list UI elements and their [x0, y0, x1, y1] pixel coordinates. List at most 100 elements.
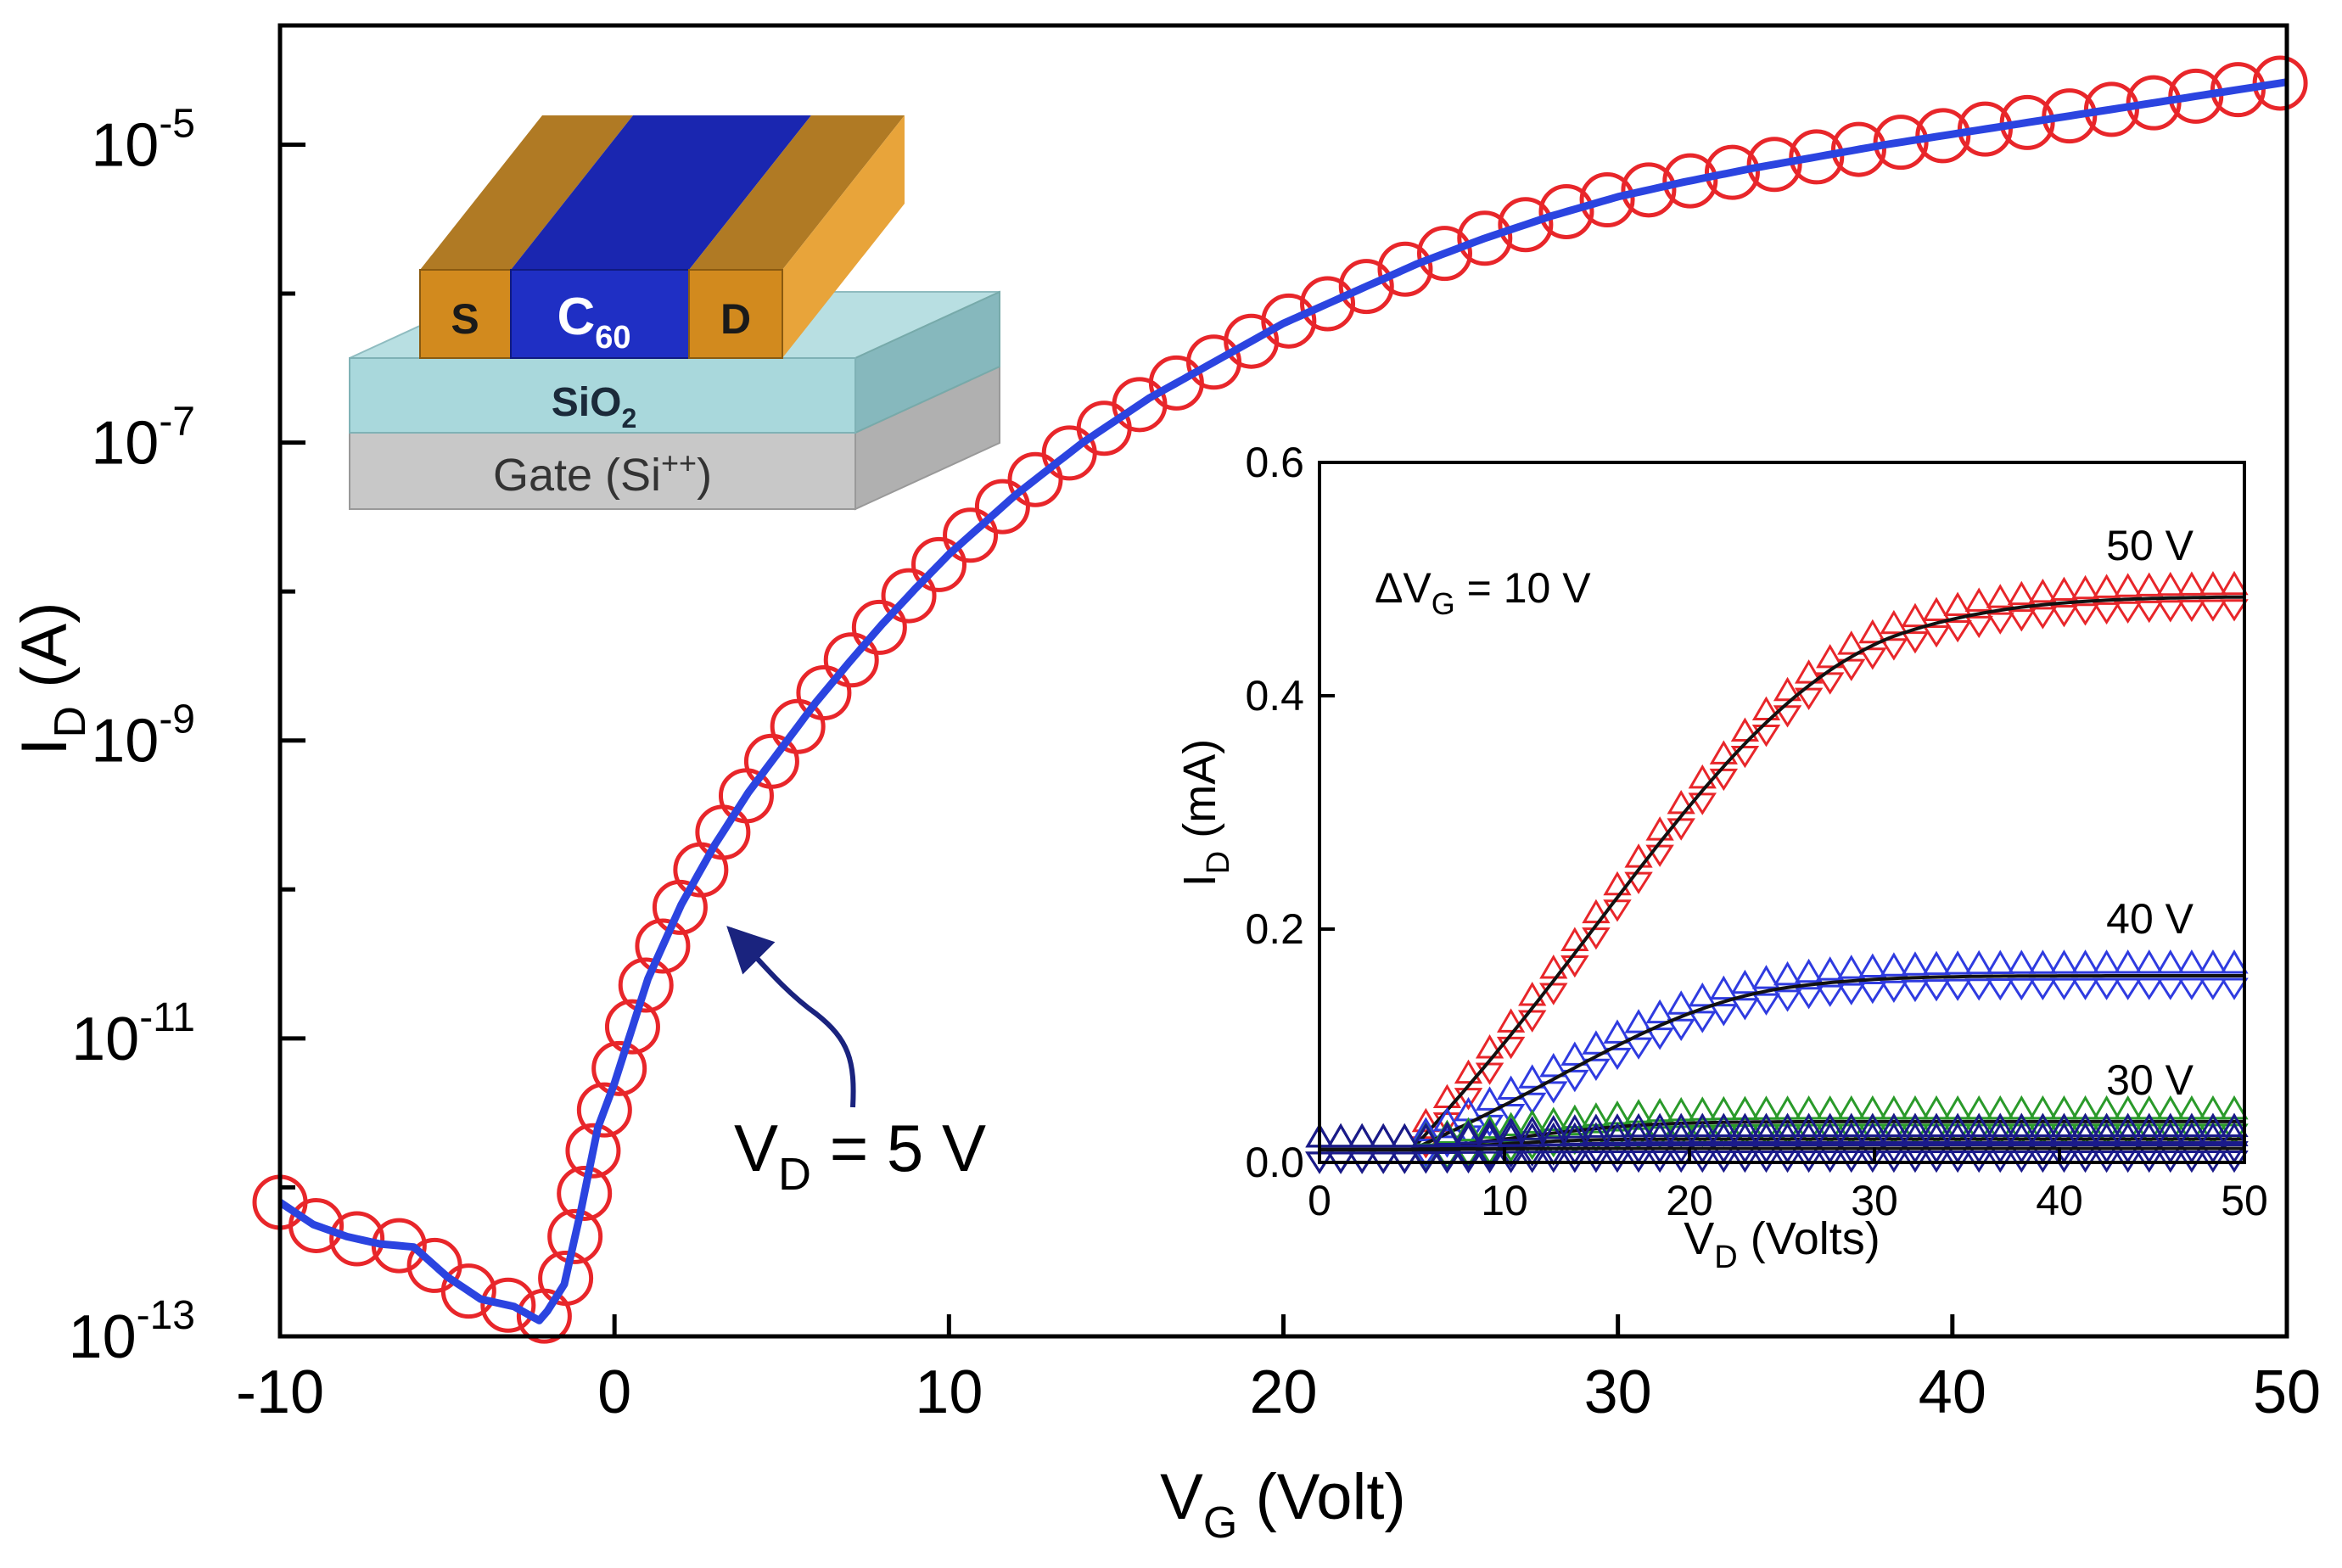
inset-y-tick-label: 0.0 [1245, 1139, 1304, 1186]
main-y-tick-label: 10-13 [69, 1293, 195, 1371]
inset-marker-up [1964, 949, 1993, 975]
measured-point [743, 733, 799, 789]
inset-marker-up [1880, 1112, 1908, 1137]
inset-marker-up [2070, 574, 2100, 600]
oxide-label: SiO2 [552, 380, 636, 434]
inset-marker-up [1603, 871, 1632, 896]
measured-point [565, 1123, 621, 1179]
inset-marker-up [1751, 696, 1781, 721]
inset-marker-down [2220, 977, 2249, 1000]
inset-marker-up [1560, 1104, 1589, 1129]
measured-point [974, 479, 1030, 535]
inset-background [1319, 462, 2244, 1162]
measured-point [1957, 101, 2013, 157]
channel-top [511, 115, 811, 270]
measured-point [911, 536, 967, 592]
inset-marker-up [1943, 1095, 1972, 1120]
inset-marker-up [1986, 949, 2014, 974]
inset-marker-up [2114, 1122, 2143, 1146]
inset-marker-up [1688, 1122, 1717, 1146]
inset-marker-down [1751, 993, 1781, 1016]
measured-point [943, 507, 999, 563]
channel-label: C60 [557, 288, 630, 356]
inset-marker-up [1539, 1052, 1568, 1078]
vd-annotation: VD = 5 V [726, 926, 986, 1200]
inset-marker-up [1880, 1122, 1908, 1146]
drain-top [689, 115, 905, 270]
inset-marker-down [2113, 601, 2143, 624]
inset-marker-down [1582, 927, 1611, 950]
measured-point [2042, 88, 2098, 144]
inset-marker-up [1837, 630, 1866, 655]
inset-marker-down [2092, 977, 2121, 1000]
inset-x-axis-label: VD (Volts) [1684, 1213, 1880, 1275]
measured-point [1498, 197, 1554, 253]
measured-point [2252, 55, 2308, 111]
inset-marker-down [2156, 977, 2185, 1000]
inset-marker-up [1773, 1122, 1802, 1146]
measured-point [618, 957, 674, 1013]
inset-marker-up [1751, 965, 1781, 989]
measured-point [1457, 210, 1513, 266]
measured-point [1261, 293, 1317, 349]
inset-marker-down [1943, 619, 1972, 643]
measured-point [1621, 162, 1677, 218]
inset-marker-up [1497, 1112, 1526, 1137]
inset-marker-up [1667, 789, 1695, 815]
inset-x-tick-label: 40 [2036, 1177, 2083, 1224]
inset-marker-up [1432, 1084, 1462, 1109]
measured-point [1999, 94, 2055, 150]
inset-marker-up [1986, 1112, 2014, 1137]
measured-point [1338, 259, 1394, 315]
inset-marker-down [2177, 599, 2206, 623]
inset-marker-up [1667, 1112, 1695, 1138]
inset-marker-down [2199, 599, 2227, 622]
inset-marker-down [1432, 1112, 1462, 1135]
inset-marker-up [2199, 1122, 2227, 1146]
inset-x-axis: 0 10 20 30 40 50 [1308, 1147, 2268, 1224]
measured-point [1300, 276, 1356, 332]
inset-marker-down [1582, 1058, 1611, 1081]
inset-marker-down [1858, 647, 1887, 670]
inset-marker-down [1943, 978, 1972, 1001]
inset-marker-up [2070, 1095, 2100, 1120]
inset-marker-down [2049, 605, 2079, 628]
inset-chart: 0 10 20 30 40 50 0.0 0.2 0.4 0.6 VD (Volts) ID (… [1174, 439, 2268, 1275]
annotation-label: VD = 5 V [734, 1111, 986, 1200]
inset-marker-up [1688, 1112, 1717, 1138]
inset-marker-up [1709, 1095, 1738, 1121]
inset-marker-up [2007, 1112, 2036, 1137]
inset-marker-up [1858, 1095, 1887, 1120]
inset-marker-up [1943, 950, 1972, 975]
inset-marker-down [1751, 725, 1781, 748]
inset-marker-up [1773, 1095, 1802, 1120]
measured-point [1830, 121, 1886, 177]
inset-marker-up [1475, 1114, 1504, 1140]
fit-line [277, 78, 2288, 1324]
inset-marker-down [1709, 1004, 1739, 1027]
measured-point [1007, 451, 1063, 507]
measured-point [1746, 137, 1802, 193]
inset-marker-down [1922, 979, 1951, 1002]
inset-marker-down [2113, 977, 2143, 1000]
inset-marker-up [1454, 1123, 1483, 1147]
inset-marker-up [2177, 1112, 2206, 1137]
inset-marker-up [2049, 576, 2079, 602]
inset-marker-up [1858, 1112, 1887, 1137]
main-x-tick-label: 10 [915, 1358, 983, 1426]
inset-marker-up [2135, 949, 2164, 974]
inset-x-tick-label: 50 [2221, 1177, 2268, 1224]
inset-marker-up [1475, 1033, 1504, 1059]
inset-marker-down [1815, 984, 1845, 1007]
inset-marker-up [1773, 960, 1802, 986]
inset-marker-up [2049, 1095, 2079, 1120]
inset-marker-down [1709, 768, 1739, 792]
inset-marker-down [1496, 1036, 1526, 1060]
inset-marker-down [1880, 638, 1908, 661]
inset-marker-down [1794, 687, 1824, 710]
inset-marker-up [2156, 949, 2185, 974]
inset-marker-up [2135, 1112, 2164, 1137]
measured-point [2210, 62, 2266, 118]
measured-point [547, 1208, 603, 1264]
inset-marker-up [1880, 1095, 1908, 1120]
